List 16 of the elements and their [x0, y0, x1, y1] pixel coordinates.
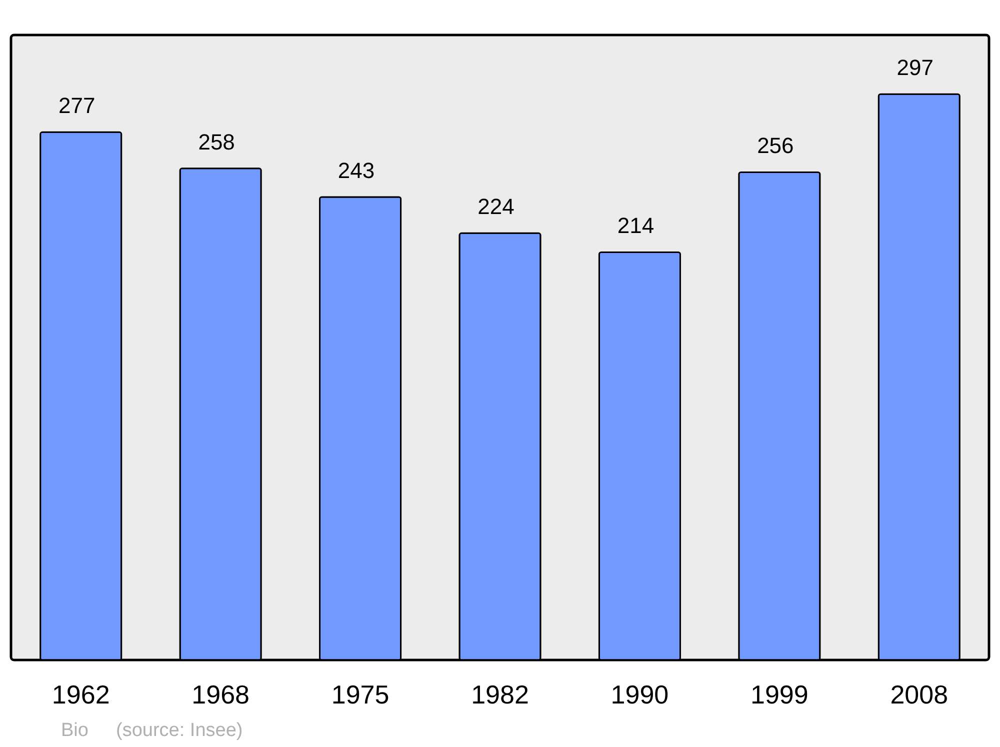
- data-label: 243: [338, 158, 375, 183]
- x-tick-label: 1968: [192, 680, 250, 710]
- data-label: 258: [198, 129, 235, 154]
- x-tick-label: 1999: [750, 680, 808, 710]
- data-label: 277: [58, 93, 96, 118]
- x-tick-label: 1975: [331, 680, 390, 710]
- data-label: 297: [896, 55, 934, 80]
- x-tick-label: 1962: [52, 680, 110, 710]
- text: Bio: [61, 720, 88, 741]
- data-label: 214: [617, 213, 654, 238]
- x-tick-label: 1982: [471, 680, 529, 710]
- x-tick-label: 2008: [890, 680, 948, 710]
- data-label: 256: [757, 133, 794, 158]
- text: (source: Insee): [116, 720, 243, 741]
- data-label: 224: [478, 194, 514, 220]
- x-tick-label: 1990: [610, 680, 669, 710]
